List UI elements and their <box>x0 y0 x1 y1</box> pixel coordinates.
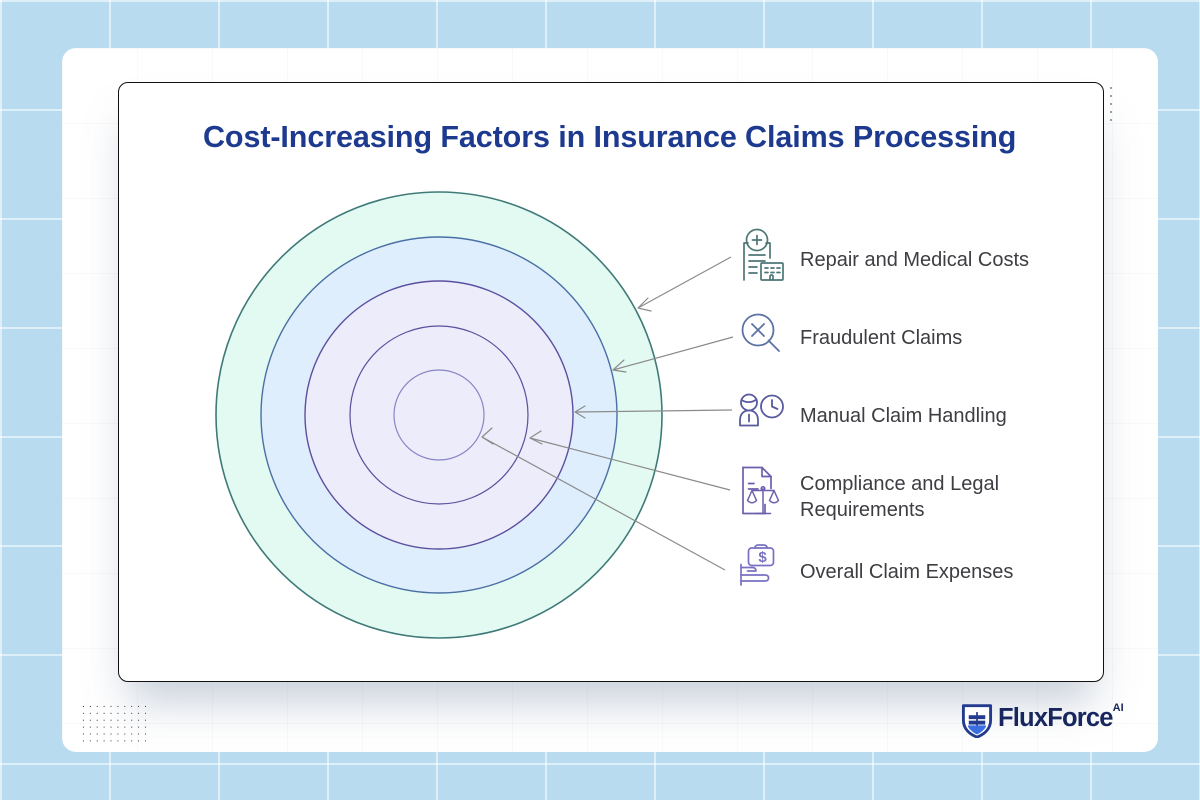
svg-text:$: $ <box>758 549 767 566</box>
